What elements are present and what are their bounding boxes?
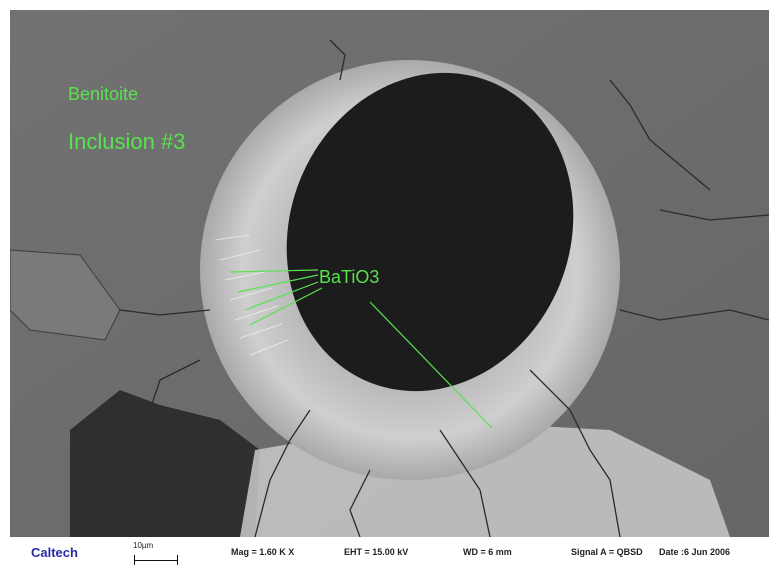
mineral-label: Benitoite [68, 84, 139, 104]
scale-bar [134, 555, 178, 565]
date-readout: Date :6 Jun 2006 [659, 547, 731, 557]
sem-micrograph: Benitoite Inclusion #3 BaTiO3 [10, 10, 769, 537]
inclusion-label: Inclusion #3 [68, 129, 186, 154]
dark-region [70, 390, 260, 537]
leader-3 [244, 281, 319, 311]
grey-flake [10, 249, 121, 341]
scale-bar-label: 10µm [133, 541, 154, 550]
sem-image-drawing [10, 10, 769, 537]
annotation-leaders [229, 269, 493, 429]
leader-1 [229, 269, 319, 273]
working-distance-readout: WD = 6 mm [463, 547, 512, 557]
leader-5 [369, 301, 493, 429]
magnification-readout: Mag = 1.60 K X [231, 547, 295, 557]
dendrite-texture [214, 234, 289, 356]
eht-readout: EHT = 15.00 kV [344, 547, 409, 557]
organization-name: Caltech [31, 545, 78, 560]
leader-2 [237, 274, 319, 293]
leader-4 [249, 287, 323, 326]
sem-info-bar: Caltech 10µm Mag = 1.60 K X EHT = 15.00 … [0, 537, 769, 575]
signal-readout: Signal A = QBSD [571, 547, 643, 557]
inclusion-core [286, 72, 574, 392]
phase-label: BaTiO3 [319, 267, 380, 287]
crack-lines [119, 39, 769, 537]
